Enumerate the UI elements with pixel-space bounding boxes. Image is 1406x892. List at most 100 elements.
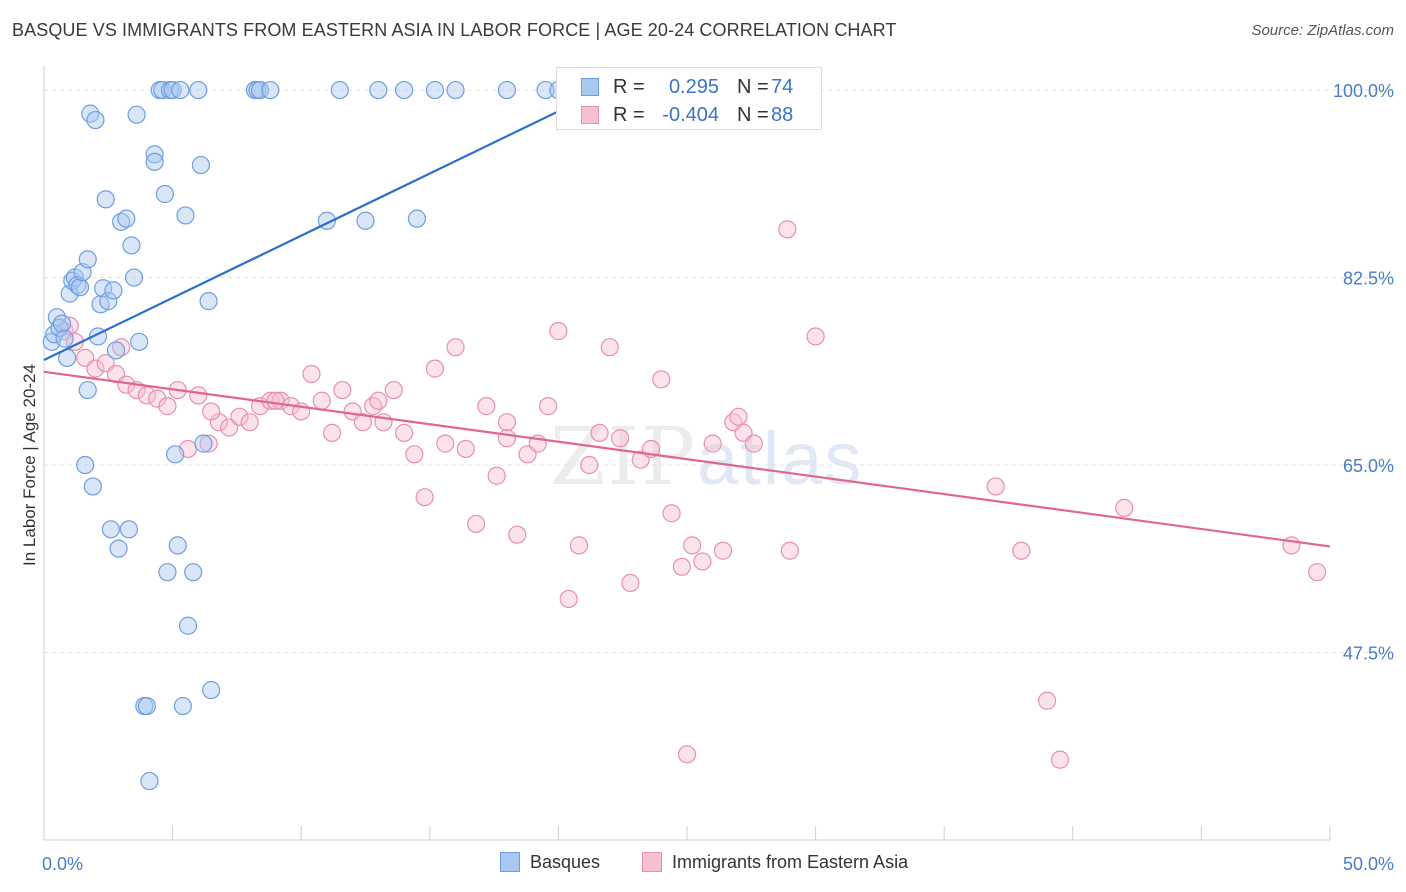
eastern-asia-point	[456, 439, 475, 459]
basques-point	[155, 184, 174, 204]
basques-point	[199, 292, 218, 311]
basques-point	[330, 80, 349, 100]
eastern-asia-point	[590, 423, 609, 442]
r-label: R =	[613, 104, 645, 126]
eastern-asia-point	[508, 525, 527, 544]
source-label: Source: ZipAtlas.com	[1251, 22, 1394, 39]
r-value: 0.295	[668, 76, 719, 98]
eastern-asia-point	[199, 434, 218, 453]
r-value: -0.404	[662, 104, 719, 126]
eastern-asia-point	[580, 455, 599, 475]
eastern-asia-point	[677, 745, 697, 764]
y-axis-label: In Labor Force | Age 20-24	[20, 364, 39, 566]
basques-point	[52, 314, 72, 333]
eastern-asia-point	[497, 429, 517, 448]
eastern-asia-point	[364, 397, 383, 416]
watermark: ZIPatlas	[550, 410, 863, 503]
basques-point	[112, 212, 131, 231]
x-tick-label-max: 50.0%	[1343, 854, 1394, 874]
basques-point	[369, 80, 388, 100]
eastern-asia-point	[86, 359, 105, 378]
eastern-asia-point	[158, 397, 177, 416]
n-value: 74	[771, 76, 794, 98]
basques-point	[261, 80, 280, 100]
eastern-asia-point	[405, 445, 424, 464]
basques-point	[446, 80, 465, 100]
eastern-asia-point	[487, 466, 506, 485]
basques-point	[394, 80, 414, 100]
basques-point	[536, 80, 555, 100]
eastern-asia-swatch	[581, 106, 599, 124]
eastern-asia-point	[415, 488, 434, 507]
basques-swatch	[581, 78, 599, 96]
eastern-asia-point	[302, 364, 321, 384]
n-label: N =	[737, 104, 769, 126]
eastern-asia-point	[744, 434, 763, 453]
eastern-asia-point	[780, 541, 799, 560]
basques-point	[76, 455, 95, 475]
eastern-asia-point	[621, 573, 640, 592]
eastern-asia-point	[1115, 498, 1134, 517]
y-tick-label: 47.5%	[1343, 644, 1394, 664]
eastern-asia-point	[148, 389, 167, 408]
basques-point	[127, 105, 146, 124]
basques-point	[140, 771, 159, 791]
basques-point	[99, 292, 118, 311]
basques-point	[145, 145, 164, 164]
y-tick-label: 100.0%	[1333, 81, 1394, 101]
eastern-asia-point	[112, 338, 131, 357]
eastern-asia-point	[446, 338, 465, 357]
eastern-asia-point	[559, 589, 578, 609]
eastern-asia-point	[1037, 691, 1057, 710]
basques-point	[168, 536, 187, 555]
eastern-asia-point	[672, 557, 691, 576]
basques-point	[124, 268, 144, 287]
legend-swatch-basques	[500, 852, 520, 872]
eastern-asia-point	[497, 413, 517, 432]
eastern-asia-point	[778, 220, 797, 239]
r-label: R =	[613, 76, 645, 98]
basques-point	[184, 563, 203, 582]
eastern-asia-point	[549, 322, 568, 341]
eastern-asia-trend-line	[43, 370, 1331, 548]
y-tick-label: 65.0%	[1343, 456, 1394, 476]
basques-point	[109, 539, 128, 558]
basques-point	[158, 563, 177, 582]
eastern-asia-point	[1050, 750, 1070, 769]
basques-point	[86, 110, 105, 130]
basques-point	[407, 209, 427, 228]
basques-trend-line	[43, 73, 637, 362]
basques-point	[101, 520, 120, 539]
basques-point	[106, 341, 126, 360]
legend-label-eastern-asia: Immigrants from Eastern Asia	[672, 852, 909, 872]
eastern-asia-point	[693, 552, 712, 571]
n-value: 88	[771, 104, 794, 126]
eastern-asia-point	[202, 402, 221, 421]
stats-row-eastern-asia: R = -0.404 N = 88	[557, 102, 821, 130]
y-tick-label: 82.5%	[1343, 269, 1394, 289]
basques-point	[163, 80, 182, 100]
eastern-asia-point	[189, 386, 208, 405]
legend-swatch-eastern-asia	[642, 852, 662, 872]
eastern-asia-point	[703, 434, 722, 453]
eastern-asia-point	[266, 391, 285, 410]
basques-point	[78, 250, 97, 269]
basques-point	[145, 152, 164, 171]
basques-point	[166, 445, 185, 464]
basques-point	[497, 80, 517, 100]
legend-label-basques: Basques	[530, 852, 601, 872]
basques-point	[130, 332, 149, 351]
eastern-asia-point	[436, 434, 455, 453]
stats-row-basques: R = 0.295 N = 74	[557, 74, 821, 102]
basques-point	[356, 211, 375, 230]
basques-point	[78, 380, 97, 400]
basques-point	[96, 190, 115, 209]
stats-legend: R = 0.295 N = 74 R = -0.404 N = 88	[556, 67, 822, 130]
watermark-atlas: atlas	[697, 417, 864, 500]
eastern-asia-point	[806, 327, 825, 346]
eastern-asia-point	[569, 536, 589, 555]
eastern-asia-point	[611, 429, 630, 448]
eastern-asia-point	[384, 380, 403, 400]
eastern-asia-point	[230, 407, 249, 426]
